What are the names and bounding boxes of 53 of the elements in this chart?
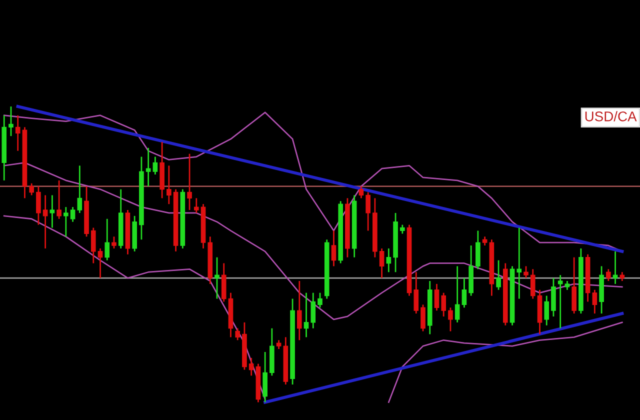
candlestick (36, 186, 41, 226)
candlestick (214, 256, 220, 300)
candlestick (592, 289, 598, 314)
candlestick (606, 268, 611, 282)
candlestick (524, 266, 528, 279)
candlestick (441, 292, 446, 318)
candlestick (56, 180, 62, 220)
candlestick (152, 156, 158, 176)
candlestick (366, 192, 370, 232)
candlestick (194, 197, 199, 214)
candlestick (331, 230, 336, 267)
candlestick (310, 292, 316, 330)
candlestick (551, 277, 556, 318)
candlestick (104, 218, 110, 261)
candlestick (420, 304, 426, 332)
candlestick (496, 260, 501, 291)
candlestick (166, 164, 172, 205)
candlestick (15, 114, 20, 152)
candlestick (558, 274, 563, 330)
candlestick (530, 268, 536, 300)
candlestick (187, 153, 192, 211)
candlestick (434, 283, 440, 312)
candlestick (296, 280, 302, 341)
candlestick (572, 256, 576, 314)
candlestick (248, 357, 254, 376)
candlestick (476, 230, 480, 270)
candlestick (304, 292, 309, 338)
candlestick (454, 266, 460, 324)
candlestick (112, 236, 116, 250)
candlestick (221, 262, 226, 302)
candlestick (235, 328, 240, 341)
annotation: USD/CA (585, 111, 637, 122)
candlestick (90, 227, 96, 264)
candlestick (70, 206, 76, 223)
candlestick (29, 182, 34, 196)
candlestick (358, 186, 364, 199)
candlestick (8, 106, 14, 137)
candlestick (262, 351, 268, 403)
candlestick (318, 292, 322, 308)
candlestick (414, 271, 419, 314)
candlestick (386, 248, 392, 273)
candlestick (379, 248, 384, 279)
candlestick (50, 194, 55, 228)
candlestick (448, 306, 453, 332)
candlestick (42, 194, 48, 250)
candlestick (462, 277, 467, 308)
candlestick (98, 248, 103, 279)
candlestick (544, 295, 550, 326)
candlestick (64, 206, 68, 238)
candlestick (516, 227, 522, 300)
candlestick (612, 250, 618, 285)
candlestick (146, 147, 151, 188)
candlestick (77, 164, 82, 214)
